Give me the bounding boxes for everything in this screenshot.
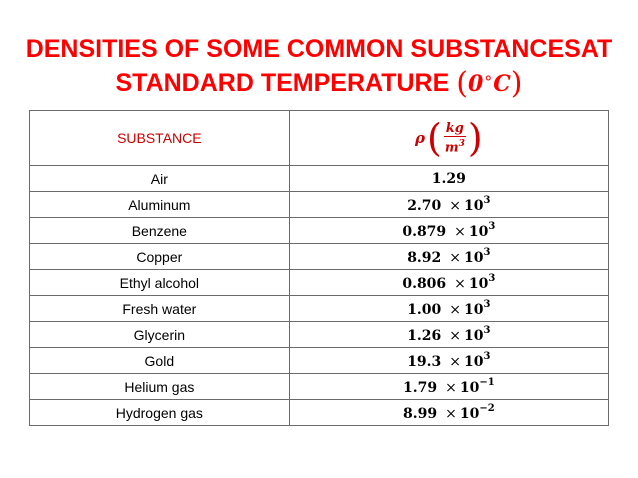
density-mantissa: 0.806: [402, 276, 447, 292]
unit-fraction: kg m3: [443, 120, 466, 155]
substance-name: Copper: [29, 243, 290, 270]
times-symbol: ×: [449, 302, 462, 318]
density-mantissa: 1.79: [403, 380, 438, 396]
title-paren-open: (: [456, 66, 468, 101]
substance-name: Aluminum: [29, 191, 290, 218]
table-row: Air 1.29: [29, 165, 610, 192]
density-base: 10: [464, 354, 484, 370]
substance-name: Fresh water: [29, 295, 290, 322]
times-symbol: ×: [449, 198, 462, 214]
unit-denominator-base: m: [444, 140, 459, 156]
density-mantissa: 19.3: [407, 354, 442, 370]
density-base: 10: [464, 302, 484, 318]
title-standard-temperature-text: STANDARD TEMPERATURE: [115, 69, 450, 97]
title-paren-close: ): [510, 66, 523, 101]
density-base: 10: [468, 224, 489, 240]
density-exponent: 3: [488, 273, 496, 284]
table-row: Benzene 0.879 × 103: [29, 217, 610, 244]
substance-name: Air: [29, 165, 290, 192]
title-degree-symbol: ∘: [483, 68, 494, 87]
density-mantissa: 1.26: [407, 328, 442, 344]
unit-denominator-power: 3: [458, 138, 465, 149]
substance-name: Helium gas: [29, 373, 290, 400]
density-exponent: 3: [483, 247, 491, 258]
density-value: 1.26 × 103: [288, 321, 610, 348]
substance-name: Glycerin: [29, 321, 290, 348]
density-value: 1.00 × 103: [288, 295, 610, 322]
density-mantissa: 1.00: [407, 302, 442, 318]
density-value: 8.99 × 10−2: [288, 399, 610, 426]
density-mantissa: 1.29: [431, 170, 466, 187]
density-base: 10: [464, 328, 484, 344]
substance-name: Hydrogen gas: [29, 399, 290, 426]
table-row: Fresh water 1.00 × 103: [29, 295, 610, 322]
slide-title-line-1: DENSITIES OF SOME COMMON SUBSTANCESAT: [25, 35, 613, 63]
density-value: 2.70 × 103: [288, 191, 610, 218]
header-substance: SUBSTANCE: [29, 110, 290, 166]
density-exponent: 3: [483, 299, 491, 310]
substance-name: Gold: [29, 347, 290, 374]
density-base: 10: [468, 276, 489, 292]
density-table: SUBSTANCE ρ ( kg m3 ) Air 1.29 Aluminum 2.7…: [29, 110, 610, 426]
density-value: 19.3 × 103: [288, 347, 610, 374]
density-mantissa: 0.879: [402, 224, 447, 240]
unit-denominator: m3: [445, 137, 465, 155]
slide-title-line-2: STANDARD TEMPERATURE (0∘C): [0, 63, 638, 99]
density-exponent: −1: [479, 377, 495, 388]
density-value: 8.92 × 103: [288, 243, 610, 270]
table-row: Gold 19.3 × 103: [29, 347, 610, 374]
table-row: Helium gas 1.79 × 10−1: [29, 373, 610, 400]
times-symbol: ×: [449, 328, 462, 344]
density-exponent: 3: [483, 325, 491, 336]
substance-name: Ethyl alcohol: [29, 269, 290, 296]
unit-paren-open: (: [426, 116, 442, 160]
header-density: ρ ( kg m3 ): [288, 110, 610, 166]
table-row: Ethyl alcohol 0.806 × 103: [29, 269, 610, 296]
density-value: 0.879 × 103: [288, 217, 610, 244]
times-symbol: ×: [449, 354, 462, 370]
density-base: 10: [464, 198, 484, 214]
density-value: 0.806 × 103: [288, 269, 610, 296]
density-base: 10: [459, 380, 480, 396]
density-value: 1.79 × 10−1: [288, 373, 610, 400]
density-mantissa: 2.70: [407, 198, 442, 214]
unit-paren-close: ): [467, 116, 483, 160]
density-mantissa: 8.99: [403, 406, 438, 422]
times-symbol: ×: [445, 380, 457, 396]
density-mantissa: 8.92: [407, 250, 442, 266]
times-symbol: ×: [449, 250, 462, 266]
table-row: Copper 8.92 × 103: [29, 243, 610, 270]
table-row: Glycerin 1.26 × 103: [29, 321, 610, 348]
density-exponent: 3: [488, 221, 496, 232]
times-symbol: ×: [445, 406, 457, 422]
density-base: 10: [459, 406, 480, 422]
table-header-row: SUBSTANCE ρ ( kg m3 ): [29, 110, 610, 166]
density-value: 1.29: [288, 165, 610, 192]
rho-symbol: ρ: [414, 129, 425, 147]
substance-name: Benzene: [29, 217, 290, 244]
density-exponent: 3: [483, 195, 491, 206]
density-exponent: −2: [479, 403, 495, 414]
unit-numerator: kg: [443, 120, 466, 137]
density-symbol-with-unit: ρ ( kg m3 ): [415, 119, 483, 157]
title-temperature-unit: C: [493, 71, 511, 97]
times-symbol: ×: [454, 276, 466, 292]
table-row: Aluminum 2.70 × 103: [29, 191, 610, 218]
density-base: 10: [464, 250, 484, 266]
table-row: Hydrogen gas 8.99 × 10−2: [29, 399, 610, 426]
density-exponent: 3: [483, 351, 491, 362]
times-symbol: ×: [454, 224, 466, 240]
title-temperature-value: 0: [467, 71, 484, 97]
